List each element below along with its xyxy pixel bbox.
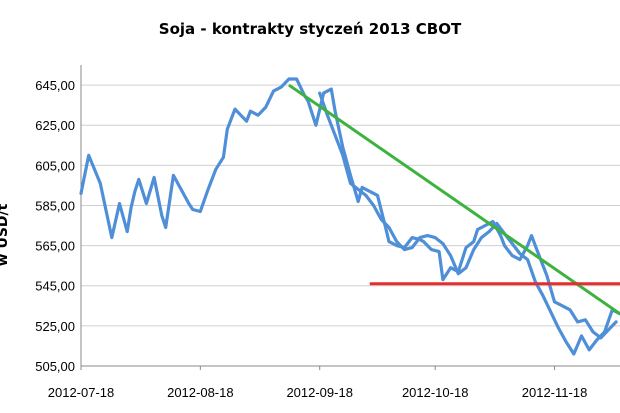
price-series-line	[79, 77, 618, 340]
x-tick-label: 2012-10-18	[402, 385, 469, 400]
axes	[80, 65, 620, 370]
y-tick-labels: 505,00 525,00 545,00 565,00 585,00 605,00 625,…	[35, 78, 75, 374]
x-tick-label: 2012-08-18	[167, 385, 234, 400]
y-tick-label: 525,00	[35, 319, 75, 334]
y-tick-label: 645,00	[35, 78, 75, 93]
x-tick-label: 2012-07-18	[48, 385, 115, 400]
x-tick-label: 2012-09-18	[286, 385, 353, 400]
y-tick-label: 605,00	[35, 158, 75, 173]
y-tick-label: 585,00	[35, 198, 75, 213]
y-axis-label: w USD/t	[0, 203, 11, 266]
price-series-line	[318, 91, 620, 356]
y-tick-label: 565,00	[35, 239, 75, 254]
series-lines	[79, 77, 620, 356]
trend-line	[288, 83, 620, 316]
chart-title: Soja - kontrakty styczeń 2013 CBOT	[159, 20, 462, 38]
trend-lines	[288, 83, 620, 316]
y-tick-label: 625,00	[35, 118, 75, 133]
x-tick-labels: 2012-07-18 2012-08-18 2012-09-18 2012-10-18…	[48, 385, 588, 400]
grid-lines	[81, 84, 620, 327]
x-tick-label: 2012-11-18	[522, 385, 588, 400]
y-tick-label: 505,00	[35, 359, 75, 374]
y-tick-label: 545,00	[35, 279, 75, 294]
